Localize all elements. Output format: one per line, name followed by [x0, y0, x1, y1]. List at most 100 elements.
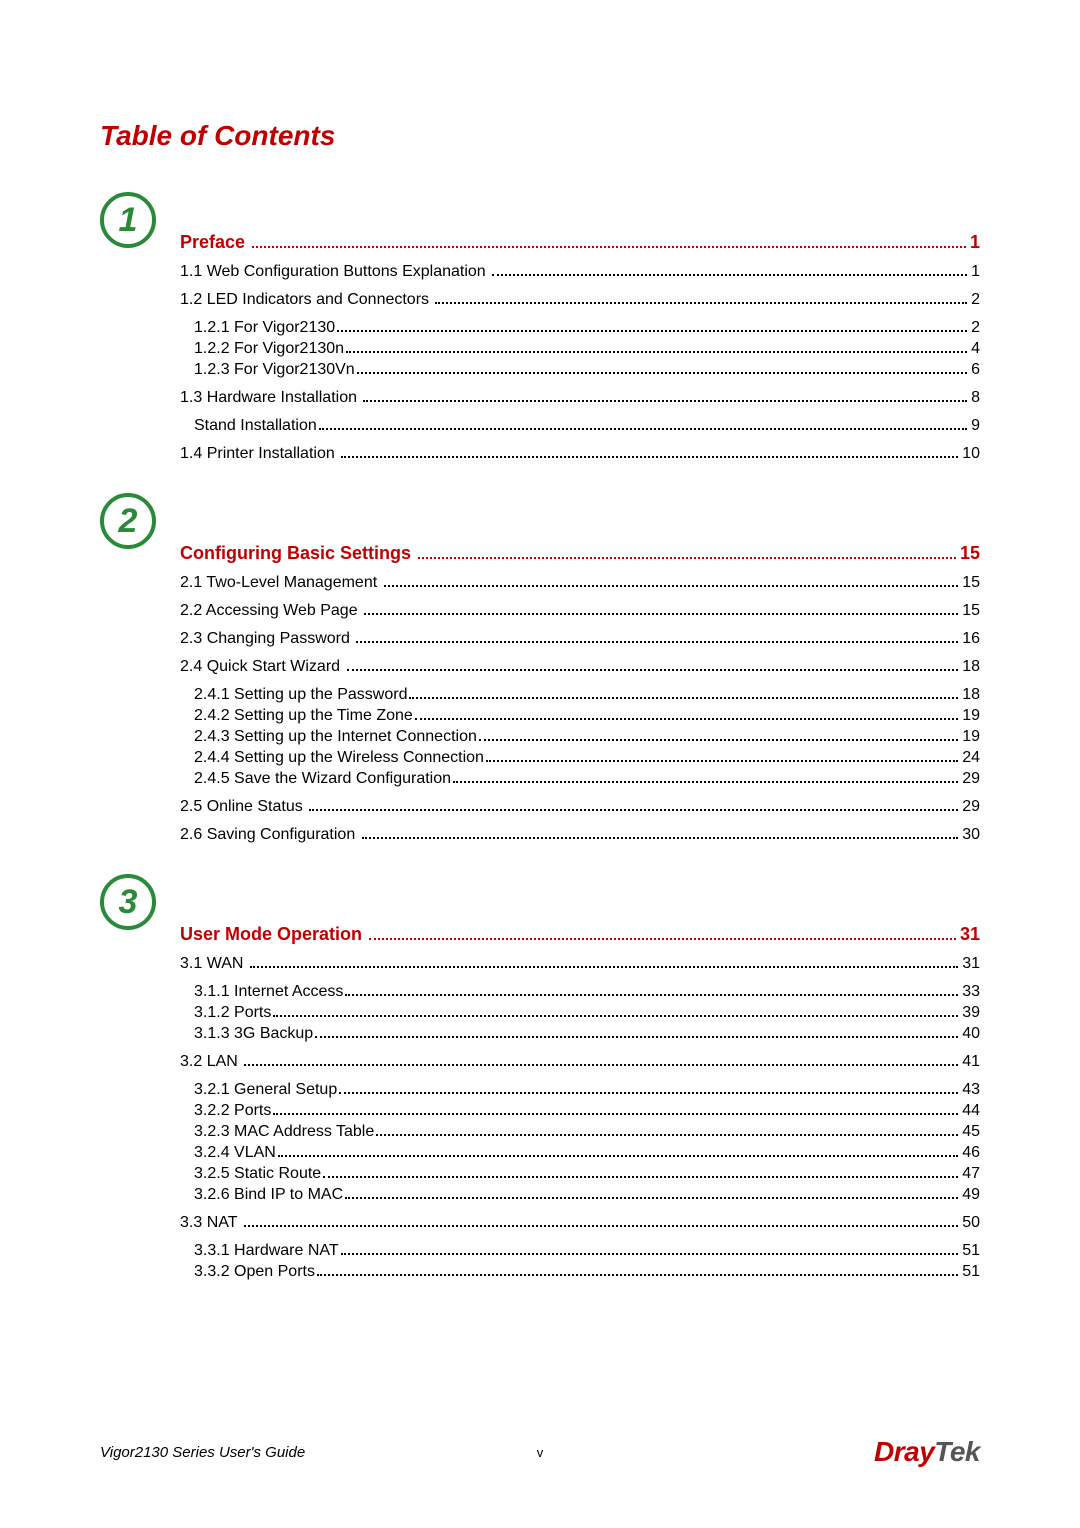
toc-page[interactable]: 47 — [960, 1165, 980, 1183]
toc-label[interactable]: 2.4.5 Save the Wizard Configuration — [194, 770, 451, 788]
toc-page[interactable]: 50 — [960, 1214, 980, 1232]
toc-label[interactable]: Stand Installation — [194, 417, 317, 435]
toc-subgroup: Stand Installation 9 — [180, 417, 980, 435]
toc-page[interactable]: 51 — [960, 1263, 980, 1281]
toc-page[interactable]: 2 — [969, 319, 980, 337]
toc-page[interactable]: 1 — [968, 232, 980, 253]
toc-page[interactable]: 30 — [960, 826, 980, 844]
chapter-badge: 2 — [100, 493, 156, 549]
toc-page[interactable]: 6 — [969, 361, 980, 379]
toc-label[interactable]: 1.4 Printer Installation — [180, 445, 339, 463]
toc-label[interactable]: 2.4 Quick Start Wizard — [180, 658, 345, 676]
toc-page[interactable]: 8 — [969, 389, 980, 407]
toc-page[interactable]: 41 — [960, 1053, 980, 1071]
toc-page[interactable]: 43 — [960, 1081, 980, 1099]
toc-label[interactable]: Configuring Basic Settings — [180, 543, 416, 564]
toc-label[interactable]: 3.1.2 Ports — [194, 1004, 271, 1022]
toc-label[interactable]: 3.2.2 Ports — [194, 1102, 271, 1120]
toc-label[interactable]: 3.2.6 Bind IP to MAC — [194, 1186, 343, 1204]
toc-page[interactable]: 39 — [960, 1004, 980, 1022]
toc-page[interactable]: 44 — [960, 1102, 980, 1120]
toc-label[interactable]: 3.1.1 Internet Access — [194, 983, 343, 1001]
toc-line: 3.2.4 VLAN 46 — [180, 1144, 980, 1162]
toc-leader-dots — [435, 302, 967, 304]
toc-page[interactable]: 19 — [960, 728, 980, 746]
toc-page[interactable]: 29 — [960, 798, 980, 816]
toc-line: 2.6 Saving Configuration 30 — [180, 826, 980, 844]
toc-page[interactable]: 19 — [960, 707, 980, 725]
toc-label[interactable]: 2.4.1 Setting up the Password — [194, 686, 407, 704]
toc-label[interactable]: 2.2 Accessing Web Page — [180, 602, 362, 620]
toc-page[interactable]: 15 — [960, 574, 980, 592]
toc-label[interactable]: 2.5 Online Status — [180, 798, 307, 816]
toc-label[interactable]: 3.1.3 3G Backup — [194, 1025, 313, 1043]
toc-label[interactable]: Preface — [180, 232, 250, 253]
toc-line: 1.2.2 For Vigor2130n 4 — [180, 340, 980, 358]
toc-label[interactable]: 1.2.1 For Vigor2130 — [194, 319, 335, 337]
toc-label[interactable]: 2.1 Two-Level Management — [180, 574, 382, 592]
toc-label[interactable]: 3.2.3 MAC Address Table — [194, 1123, 374, 1141]
toc-page[interactable]: 33 — [960, 983, 980, 1001]
toc-label[interactable]: 2.4.2 Setting up the Time Zone — [194, 707, 413, 725]
toc-label[interactable]: 1.1 Web Configuration Buttons Explanatio… — [180, 263, 490, 281]
toc-page[interactable]: 29 — [960, 770, 980, 788]
toc-page[interactable]: 18 — [960, 686, 980, 704]
toc-label[interactable]: 3.2.1 General Setup — [194, 1081, 337, 1099]
toc-subgroup: 3.3.1 Hardware NAT 513.3.2 Open Ports 51 — [180, 1242, 980, 1281]
toc-leader-dots — [315, 1036, 958, 1038]
toc-label[interactable]: 1.3 Hardware Installation — [180, 389, 361, 407]
toc-page[interactable]: 15 — [958, 543, 980, 564]
toc-line: 2.2 Accessing Web Page 15 — [180, 602, 980, 620]
page-title: Table of Contents — [100, 120, 980, 152]
toc-label[interactable]: 3.3.2 Open Ports — [194, 1263, 315, 1281]
toc-page[interactable]: 16 — [960, 630, 980, 648]
toc-page[interactable]: 4 — [969, 340, 980, 358]
toc-label[interactable]: 2.4.3 Setting up the Internet Connection — [194, 728, 477, 746]
toc-group: 2.3 Changing Password 16 — [180, 630, 980, 648]
toc-leader-dots — [453, 781, 958, 783]
footer: Vigor2130 Series User's Guide v DrayTek — [100, 1436, 980, 1468]
toc-label[interactable]: 2.4.4 Setting up the Wireless Connection — [194, 749, 484, 767]
toc-page[interactable]: 9 — [969, 417, 980, 435]
toc-line: 1.2.1 For Vigor2130 2 — [180, 319, 980, 337]
toc-page[interactable]: 46 — [960, 1144, 980, 1162]
toc-page[interactable]: 15 — [960, 602, 980, 620]
toc-label[interactable]: 1.2.3 For Vigor2130Vn — [194, 361, 355, 379]
toc-label[interactable]: 2.3 Changing Password — [180, 630, 354, 648]
toc-label[interactable]: 3.2 LAN — [180, 1053, 242, 1071]
chapter-block: 1 Preface 1 1.1 Web Configuration Buttons … — [100, 192, 980, 473]
toc-page[interactable]: 40 — [960, 1025, 980, 1043]
toc-label[interactable]: 3.2.5 Static Route — [194, 1165, 321, 1183]
toc-line: 1.3 Hardware Installation 8 — [180, 389, 980, 407]
toc-leader-dots — [345, 1197, 958, 1199]
footer-page-number: v — [537, 1445, 544, 1460]
toc-page[interactable]: 49 — [960, 1186, 980, 1204]
toc-leader-dots — [492, 274, 967, 276]
toc-label[interactable]: 3.3 NAT — [180, 1214, 242, 1232]
toc-label[interactable]: 3.3.1 Hardware NAT — [194, 1242, 339, 1260]
toc-label[interactable]: 3.1 WAN — [180, 955, 248, 973]
toc-label[interactable]: 2.6 Saving Configuration — [180, 826, 360, 844]
toc-page[interactable]: 2 — [969, 291, 980, 309]
toc-label[interactable]: 3.2.4 VLAN — [194, 1144, 276, 1162]
toc-page[interactable]: 51 — [960, 1242, 980, 1260]
toc-label[interactable]: 1.2 LED Indicators and Connectors — [180, 291, 433, 309]
toc-line: 2.4.1 Setting up the Password 18 — [180, 686, 980, 704]
toc-page[interactable]: 10 — [960, 445, 980, 463]
toc-line: 3.2.6 Bind IP to MAC 49 — [180, 1186, 980, 1204]
toc-line: 3.3.2 Open Ports 51 — [180, 1263, 980, 1281]
toc-label[interactable]: User Mode Operation — [180, 924, 367, 945]
toc-page[interactable]: 31 — [960, 955, 980, 973]
toc-page[interactable]: 45 — [960, 1123, 980, 1141]
toc-page[interactable]: 31 — [958, 924, 980, 945]
toc-line: 3.1.3 3G Backup 40 — [180, 1025, 980, 1043]
toc-page[interactable]: 24 — [960, 749, 980, 767]
toc-page[interactable]: 1 — [969, 263, 980, 281]
toc-leader-dots — [337, 330, 967, 332]
toc-page[interactable]: 18 — [960, 658, 980, 676]
toc-subgroup: 3.2.1 General Setup 43 3.2.2 Ports 44 3.2.… — [180, 1081, 980, 1204]
toc-line: 1.4 Printer Installation 10 — [180, 445, 980, 463]
toc-label[interactable]: 1.2.2 For Vigor2130n — [194, 340, 344, 358]
toc-leader-dots — [384, 585, 959, 587]
toc-leader-dots — [341, 456, 958, 458]
